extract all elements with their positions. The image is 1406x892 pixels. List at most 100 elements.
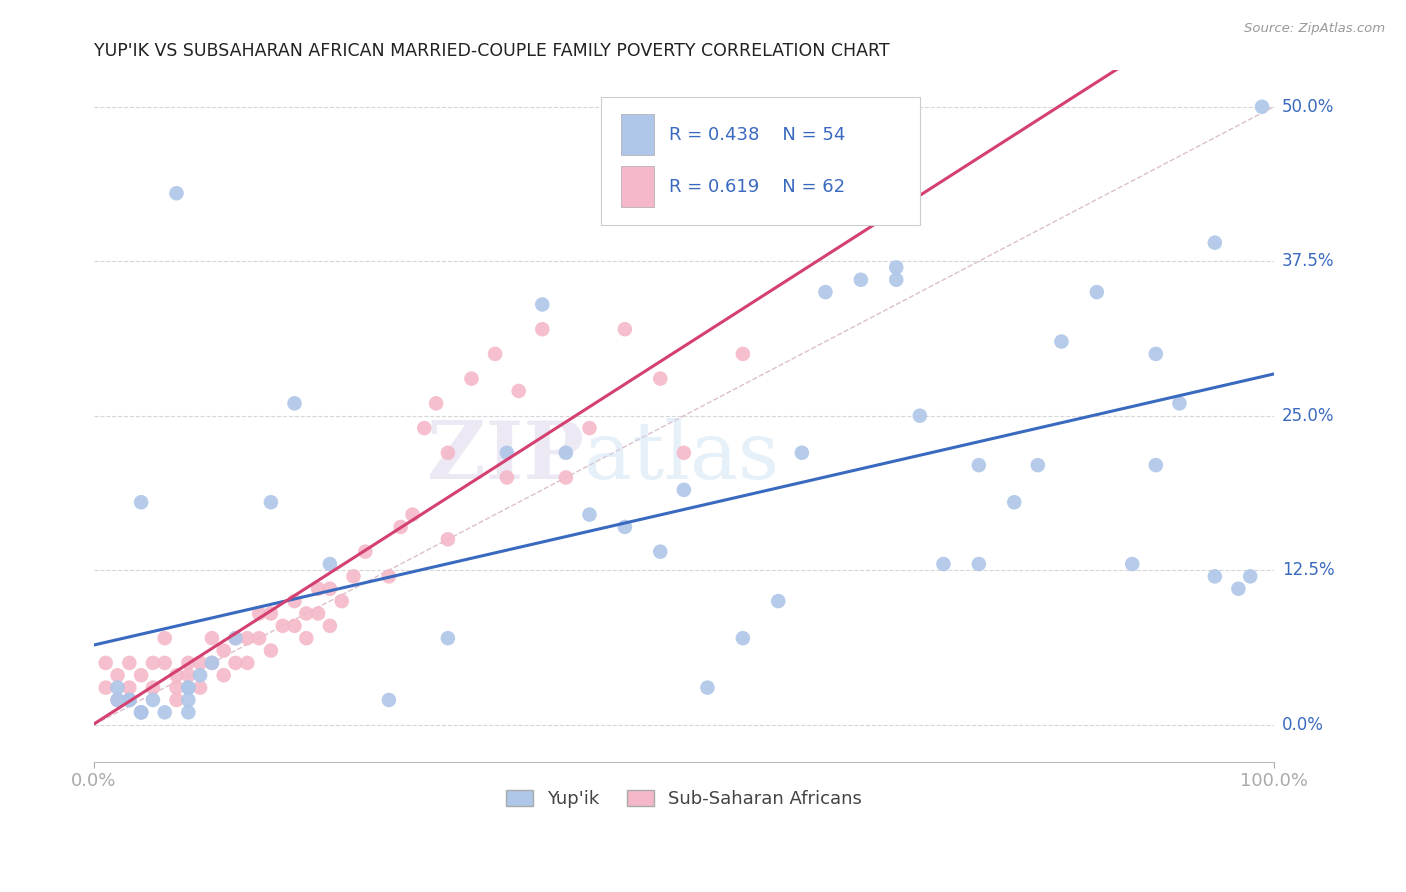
- Point: [849, 273, 872, 287]
- Point: [271, 619, 294, 633]
- Point: [413, 421, 436, 435]
- Point: [107, 668, 129, 682]
- Point: [1026, 458, 1049, 472]
- Point: [283, 396, 305, 410]
- Point: [531, 322, 554, 336]
- Point: [94, 656, 117, 670]
- Point: [225, 656, 247, 670]
- Point: [1227, 582, 1250, 596]
- Point: [212, 668, 235, 682]
- Point: [129, 668, 152, 682]
- Point: [107, 693, 129, 707]
- Point: [613, 520, 636, 534]
- Point: [260, 607, 283, 621]
- Point: [496, 470, 519, 484]
- Point: [307, 607, 329, 621]
- Point: [1204, 569, 1226, 583]
- Point: [437, 631, 460, 645]
- Point: [188, 656, 211, 670]
- Point: [177, 656, 200, 670]
- Point: [884, 260, 907, 275]
- Point: [330, 594, 353, 608]
- Point: [212, 643, 235, 657]
- Legend: Yup'ik, Sub-Saharan Africans: Yup'ik, Sub-Saharan Africans: [499, 782, 869, 815]
- Point: [118, 656, 141, 670]
- Point: [578, 421, 600, 435]
- Point: [484, 347, 506, 361]
- Text: Source: ZipAtlas.com: Source: ZipAtlas.com: [1244, 22, 1385, 36]
- Point: [201, 631, 224, 645]
- Point: [1002, 495, 1025, 509]
- Point: [672, 483, 695, 497]
- Point: [460, 371, 482, 385]
- Text: YUP'IK VS SUBSAHARAN AFRICAN MARRIED-COUPLE FAMILY POVERTY CORRELATION CHART: YUP'IK VS SUBSAHARAN AFRICAN MARRIED-COU…: [94, 42, 890, 60]
- Point: [814, 285, 837, 299]
- Point: [118, 693, 141, 707]
- Point: [142, 681, 165, 695]
- Point: [554, 446, 576, 460]
- Text: ZIP: ZIP: [426, 418, 583, 496]
- Point: [342, 569, 364, 583]
- Point: [1050, 334, 1073, 349]
- Point: [236, 631, 259, 645]
- Point: [496, 446, 519, 460]
- Point: [177, 706, 200, 720]
- Point: [188, 681, 211, 695]
- Point: [177, 668, 200, 682]
- Point: [354, 544, 377, 558]
- Point: [225, 631, 247, 645]
- Point: [508, 384, 530, 398]
- Point: [283, 619, 305, 633]
- Point: [177, 681, 200, 695]
- Point: [884, 273, 907, 287]
- Point: [177, 681, 200, 695]
- Point: [153, 656, 176, 670]
- Point: [153, 706, 176, 720]
- Point: [378, 693, 401, 707]
- Point: [153, 631, 176, 645]
- Point: [908, 409, 931, 423]
- Point: [319, 619, 342, 633]
- Point: [295, 631, 318, 645]
- Point: [118, 681, 141, 695]
- Point: [166, 681, 188, 695]
- Text: R = 0.619    N = 62: R = 0.619 N = 62: [668, 178, 845, 195]
- Point: [201, 656, 224, 670]
- Point: [578, 508, 600, 522]
- Point: [129, 495, 152, 509]
- Point: [613, 322, 636, 336]
- Point: [554, 470, 576, 484]
- Point: [201, 656, 224, 670]
- Point: [107, 693, 129, 707]
- Text: 12.5%: 12.5%: [1282, 561, 1334, 579]
- Point: [177, 693, 200, 707]
- Point: [307, 582, 329, 596]
- Point: [768, 594, 790, 608]
- Point: [672, 446, 695, 460]
- Text: atlas: atlas: [583, 418, 779, 496]
- Point: [967, 458, 990, 472]
- Point: [389, 520, 412, 534]
- Text: 37.5%: 37.5%: [1282, 252, 1334, 270]
- Point: [932, 557, 955, 571]
- Point: [225, 631, 247, 645]
- Point: [378, 569, 401, 583]
- Point: [650, 544, 672, 558]
- Point: [118, 693, 141, 707]
- Point: [236, 656, 259, 670]
- Point: [295, 607, 318, 621]
- Point: [319, 582, 342, 596]
- Point: [1085, 285, 1108, 299]
- FancyBboxPatch shape: [602, 97, 920, 226]
- Point: [247, 631, 270, 645]
- Point: [437, 446, 460, 460]
- Point: [166, 693, 188, 707]
- Point: [1239, 569, 1261, 583]
- Text: 0.0%: 0.0%: [1282, 715, 1324, 734]
- Point: [260, 643, 283, 657]
- Point: [166, 668, 188, 682]
- Point: [650, 371, 672, 385]
- Point: [107, 681, 129, 695]
- Point: [118, 693, 141, 707]
- Text: 25.0%: 25.0%: [1282, 407, 1334, 425]
